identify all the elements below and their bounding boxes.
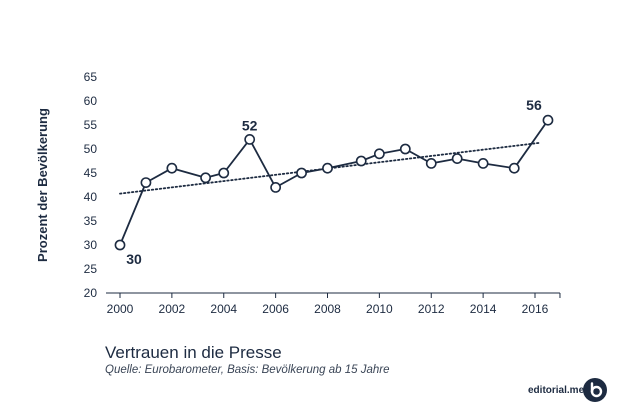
data-point (451, 153, 463, 164)
data-point (166, 162, 178, 174)
y-tick-label: 30 (84, 238, 98, 252)
data-point (296, 167, 307, 179)
data-point (322, 162, 333, 174)
data-point (508, 162, 520, 174)
x-tick-label: 2004 (210, 302, 237, 316)
data-labels: 30 52 56 (126, 97, 542, 267)
data-point (270, 181, 282, 193)
chart-source: Quelle: Eurobarometer, Basis: Bevölkerun… (105, 364, 390, 376)
data-point (477, 157, 489, 169)
x-tick-label: 2002 (159, 302, 186, 316)
x-tick-label: 2000 (107, 302, 134, 316)
chart-title: Vertrauen in die Presse (105, 343, 282, 362)
data-point (373, 148, 385, 160)
brand-logo-icon (583, 378, 607, 402)
data-point (399, 143, 411, 155)
y-tick-label: 35 (84, 214, 98, 228)
x-tick-label: 2016 (522, 302, 549, 316)
x-tick-label: 2014 (470, 302, 497, 316)
data-point (114, 239, 126, 251)
data-point (355, 155, 367, 167)
y-tick-label: 20 (84, 286, 98, 300)
y-tick-label: 65 (84, 70, 98, 84)
y-tick-label: 45 (84, 166, 98, 180)
data-point (218, 167, 230, 179)
x-tick-label: 2006 (262, 302, 289, 316)
y-tick-label: 25 (84, 262, 98, 276)
series (114, 114, 554, 251)
data-point (244, 133, 256, 145)
data-label: 52 (242, 117, 258, 133)
y-tick-label: 55 (84, 118, 98, 132)
y-tick-label: 50 (84, 142, 98, 156)
data-point (542, 114, 554, 126)
x-tick-label: 2008 (314, 302, 341, 316)
x-tick-label: 2012 (418, 302, 445, 316)
axes (106, 292, 561, 298)
data-point (425, 157, 437, 169)
y-axis-label: Prozent der Bevölkerung (35, 108, 50, 262)
data-point (140, 177, 152, 188)
y-tick-label: 60 (84, 94, 98, 108)
series-line (119, 119, 549, 246)
data-label: 56 (526, 97, 542, 113)
y-axis-ticks: 20 25 30 35 40 45 50 55 60 65 (84, 70, 98, 300)
data-label: 30 (126, 251, 142, 267)
y-tick-label: 40 (84, 190, 98, 204)
x-axis-ticks: 2000 2002 2004 2006 2008 2010 2012 2014 2016 (107, 293, 549, 316)
x-tick-label: 2010 (366, 302, 393, 316)
data-point (200, 172, 211, 184)
brand-name: editorial.media (528, 385, 599, 396)
